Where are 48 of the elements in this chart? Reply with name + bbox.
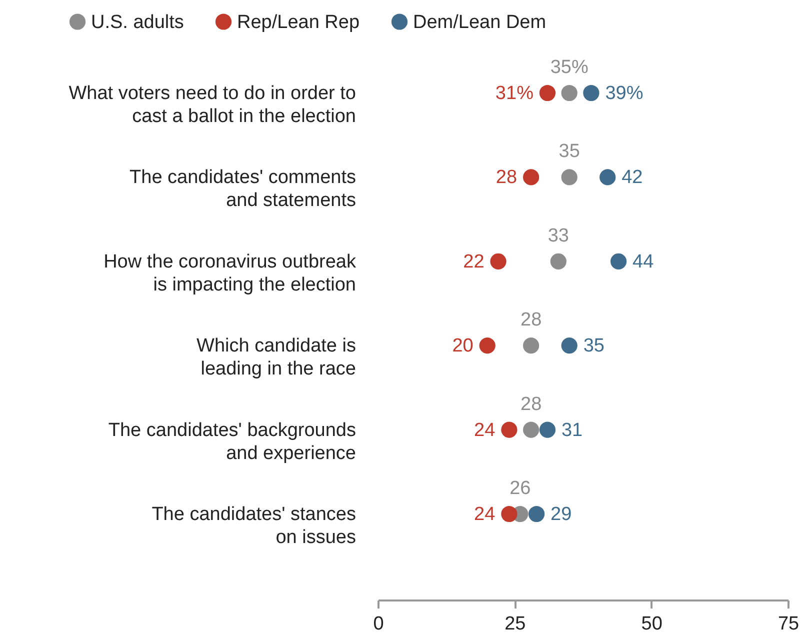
data-label: 28 <box>496 167 518 188</box>
point <box>550 253 566 270</box>
point <box>528 506 545 522</box>
data-label: 28 <box>520 394 542 415</box>
y-tick-label: Which candidate is leading in the race <box>196 336 356 380</box>
point <box>501 422 518 438</box>
data-label: 44 <box>632 251 654 272</box>
x-tick-label: 75 <box>778 614 800 634</box>
data-label: 35 <box>558 141 580 162</box>
point <box>523 338 540 354</box>
y-tick-label: The candidates' comments and statements <box>130 167 356 212</box>
point <box>561 84 578 102</box>
point <box>561 169 578 186</box>
data-label: 42 <box>622 167 643 188</box>
y-tick-label: The candidates' backgrounds and experience <box>108 420 356 464</box>
x-tick-label: 0 <box>373 614 384 634</box>
point <box>523 422 540 438</box>
point <box>561 338 578 354</box>
point <box>583 84 600 102</box>
data-label: 35 <box>583 336 604 357</box>
data-label: 29 <box>550 504 572 525</box>
data-label: 31 <box>561 420 583 441</box>
data-label: 33 <box>548 225 569 246</box>
x-tick-label: 25 <box>504 614 526 634</box>
point <box>479 338 496 354</box>
y-tick-label: How the coronavirus outbreak is impacting the election <box>104 251 356 296</box>
x-tick-label: 50 <box>641 614 662 634</box>
point <box>610 253 627 270</box>
y-tick-label: What voters need to do in order to cast a ballot in the election <box>68 83 356 127</box>
data-label: 31% <box>495 83 534 104</box>
data-label: 20 <box>452 336 474 357</box>
data-label: 35% <box>550 57 588 78</box>
data-label: 39% <box>605 83 644 104</box>
point <box>600 169 616 186</box>
y-tick-label: The candidates' stances on issues <box>152 504 356 548</box>
data-label: 26 <box>510 478 531 499</box>
data-label: 28 <box>520 310 542 331</box>
point <box>539 84 556 102</box>
legend-label: Dem/Lean Dem <box>413 12 546 33</box>
point <box>539 422 556 438</box>
legend-label: U.S. adults <box>91 12 184 33</box>
point <box>501 506 518 522</box>
data-label: 24 <box>474 420 496 441</box>
data-label: 22 <box>463 251 484 272</box>
data-label: 24 <box>474 504 496 525</box>
point <box>523 169 540 186</box>
point <box>490 253 506 270</box>
legend-label: Rep/Lean Rep <box>237 12 360 33</box>
